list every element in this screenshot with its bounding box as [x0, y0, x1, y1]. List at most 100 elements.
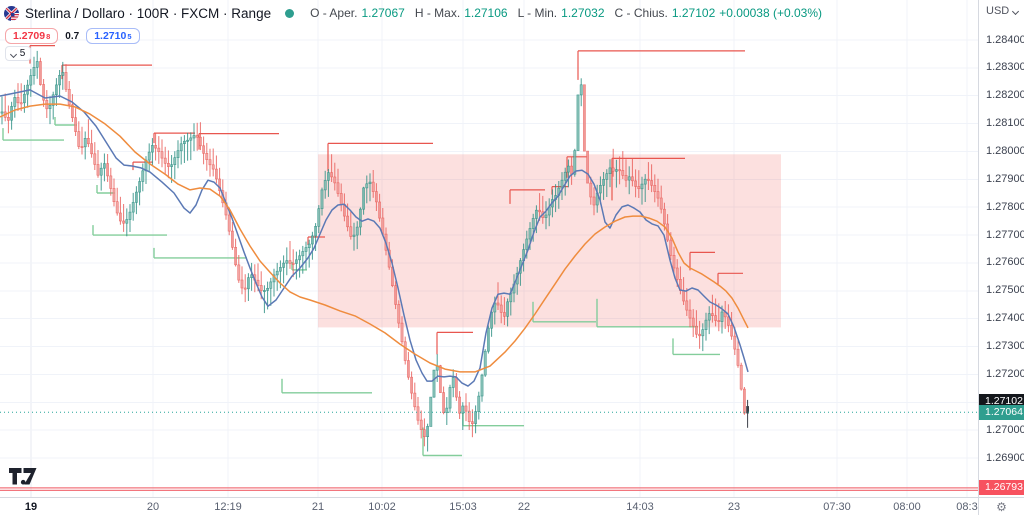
time-tick-label: 15:03: [449, 501, 477, 513]
candle-body: [739, 364, 743, 390]
price-tick-label: 1.26900: [986, 451, 1024, 464]
candle-body: [54, 84, 58, 96]
candle-body: [266, 287, 270, 291]
candle-body: [160, 151, 164, 159]
time-tick-label: 23: [727, 501, 741, 513]
low-label: L - Min.: [517, 6, 558, 20]
price-tick-label: 1.27700: [986, 228, 1024, 241]
candle-body: [13, 97, 17, 107]
open-value: 1.27067: [361, 6, 405, 20]
candle-body: [122, 220, 126, 224]
candle-body: [682, 290, 686, 302]
candle-body: [67, 89, 71, 106]
candle-body: [659, 197, 663, 210]
candle-body: [627, 176, 631, 181]
candle-body: [29, 75, 33, 86]
sell-bid-button[interactable]: 1.2709 8: [5, 28, 59, 44]
symbol-pair-flag-icon: [4, 5, 19, 21]
candle-body: [464, 405, 468, 412]
open-label: O - Aper.: [310, 6, 358, 20]
candle-body: [445, 407, 449, 413]
candle-body: [42, 84, 46, 101]
candle-body: [208, 159, 212, 166]
candle-body: [58, 75, 62, 86]
candle-body: [90, 143, 94, 155]
candle-body: [307, 243, 311, 249]
candle-body: [602, 179, 606, 186]
candle-body: [662, 208, 666, 225]
candle-body: [688, 309, 692, 319]
price-tick-label: 1.27000: [986, 423, 1024, 436]
candle-body: [173, 157, 177, 165]
candle-body: [240, 279, 244, 289]
candle-body: [0, 111, 4, 114]
candle-body: [282, 262, 286, 268]
bid-price-sup: 8: [46, 31, 51, 41]
candle-body: [525, 238, 529, 250]
candle-body: [563, 171, 567, 181]
market-open-dot-icon[interactable]: [285, 8, 295, 18]
candle-body: [259, 285, 263, 291]
candle-body: [614, 169, 618, 172]
candle-body: [637, 186, 641, 189]
candle-body: [582, 84, 586, 152]
time-axis[interactable]: 19 20 12:19 21 10:02 15:03 22 14:03 23 07:30 08:00…: [0, 497, 978, 515]
candle-body: [355, 226, 359, 236]
high-label: H - Max.: [414, 6, 461, 20]
candle-body: [605, 173, 609, 180]
candle-body: [736, 348, 740, 366]
candle-body: [115, 201, 119, 214]
candle-body: [438, 365, 442, 393]
candle-body: [22, 93, 26, 104]
candle-body: [374, 191, 378, 203]
candle-body: [461, 405, 465, 414]
candle-body: [301, 251, 305, 257]
candle-body: [707, 313, 711, 321]
price-tick-label: 1.28200: [986, 89, 1024, 102]
candle-body: [566, 165, 570, 173]
alert-price-label: 1.26793: [979, 480, 1024, 496]
candle-body: [621, 170, 625, 176]
candle-body: [61, 72, 65, 76]
candle-body: [125, 219, 129, 224]
candle-body: [35, 61, 39, 68]
time-tick-label: 19: [24, 501, 38, 513]
candle-body: [704, 319, 708, 331]
candle-body: [349, 226, 353, 237]
axis-settings-gear-icon[interactable]: ⚙: [996, 499, 1007, 514]
bar-count-dropdown-button[interactable]: 5: [5, 46, 31, 61]
candle-body: [141, 170, 145, 182]
candle-body: [243, 287, 247, 290]
price-tick-label: 1.27500: [986, 284, 1024, 297]
price-axis-currency-dropdown[interactable]: USD: [986, 5, 1019, 17]
candle-body: [576, 94, 580, 151]
candle-body: [454, 377, 458, 398]
candle-body: [278, 267, 282, 272]
candle-body: [669, 239, 673, 256]
time-tick-label: 12:19: [214, 501, 242, 513]
candle-body: [675, 267, 679, 280]
candle-body: [336, 182, 340, 194]
candle-body: [147, 151, 151, 161]
candle-body: [128, 211, 132, 220]
candle-body: [477, 395, 481, 413]
candle-body: [314, 226, 318, 237]
tradingview-logo[interactable]: [9, 468, 37, 490]
time-tick-label: 20: [146, 501, 160, 513]
time-tick-label: 21: [311, 501, 325, 513]
candle-body: [442, 392, 446, 414]
candle-body: [330, 172, 334, 178]
price-tick-label: 1.27300: [986, 340, 1024, 353]
price-axis[interactable]: USD 1.28400 1.28300 1.28200 1.28100 1.28000 1…: [978, 0, 1024, 497]
price-tick-label: 1.28000: [986, 144, 1024, 157]
candle-body: [426, 426, 430, 437]
candle-body: [80, 146, 84, 149]
chart-canvas[interactable]: Sterlina / Dollaro · 100R · FXCM · Range…: [0, 0, 978, 497]
symbol-title[interactable]: Sterlina / Dollaro · 100R · FXCM · Range: [25, 5, 272, 21]
candle-body: [119, 212, 122, 222]
candle-body: [608, 167, 612, 174]
candle-body: [458, 396, 462, 414]
buy-ask-button[interactable]: 1.2710 5: [86, 28, 140, 44]
candle-body: [131, 202, 135, 213]
